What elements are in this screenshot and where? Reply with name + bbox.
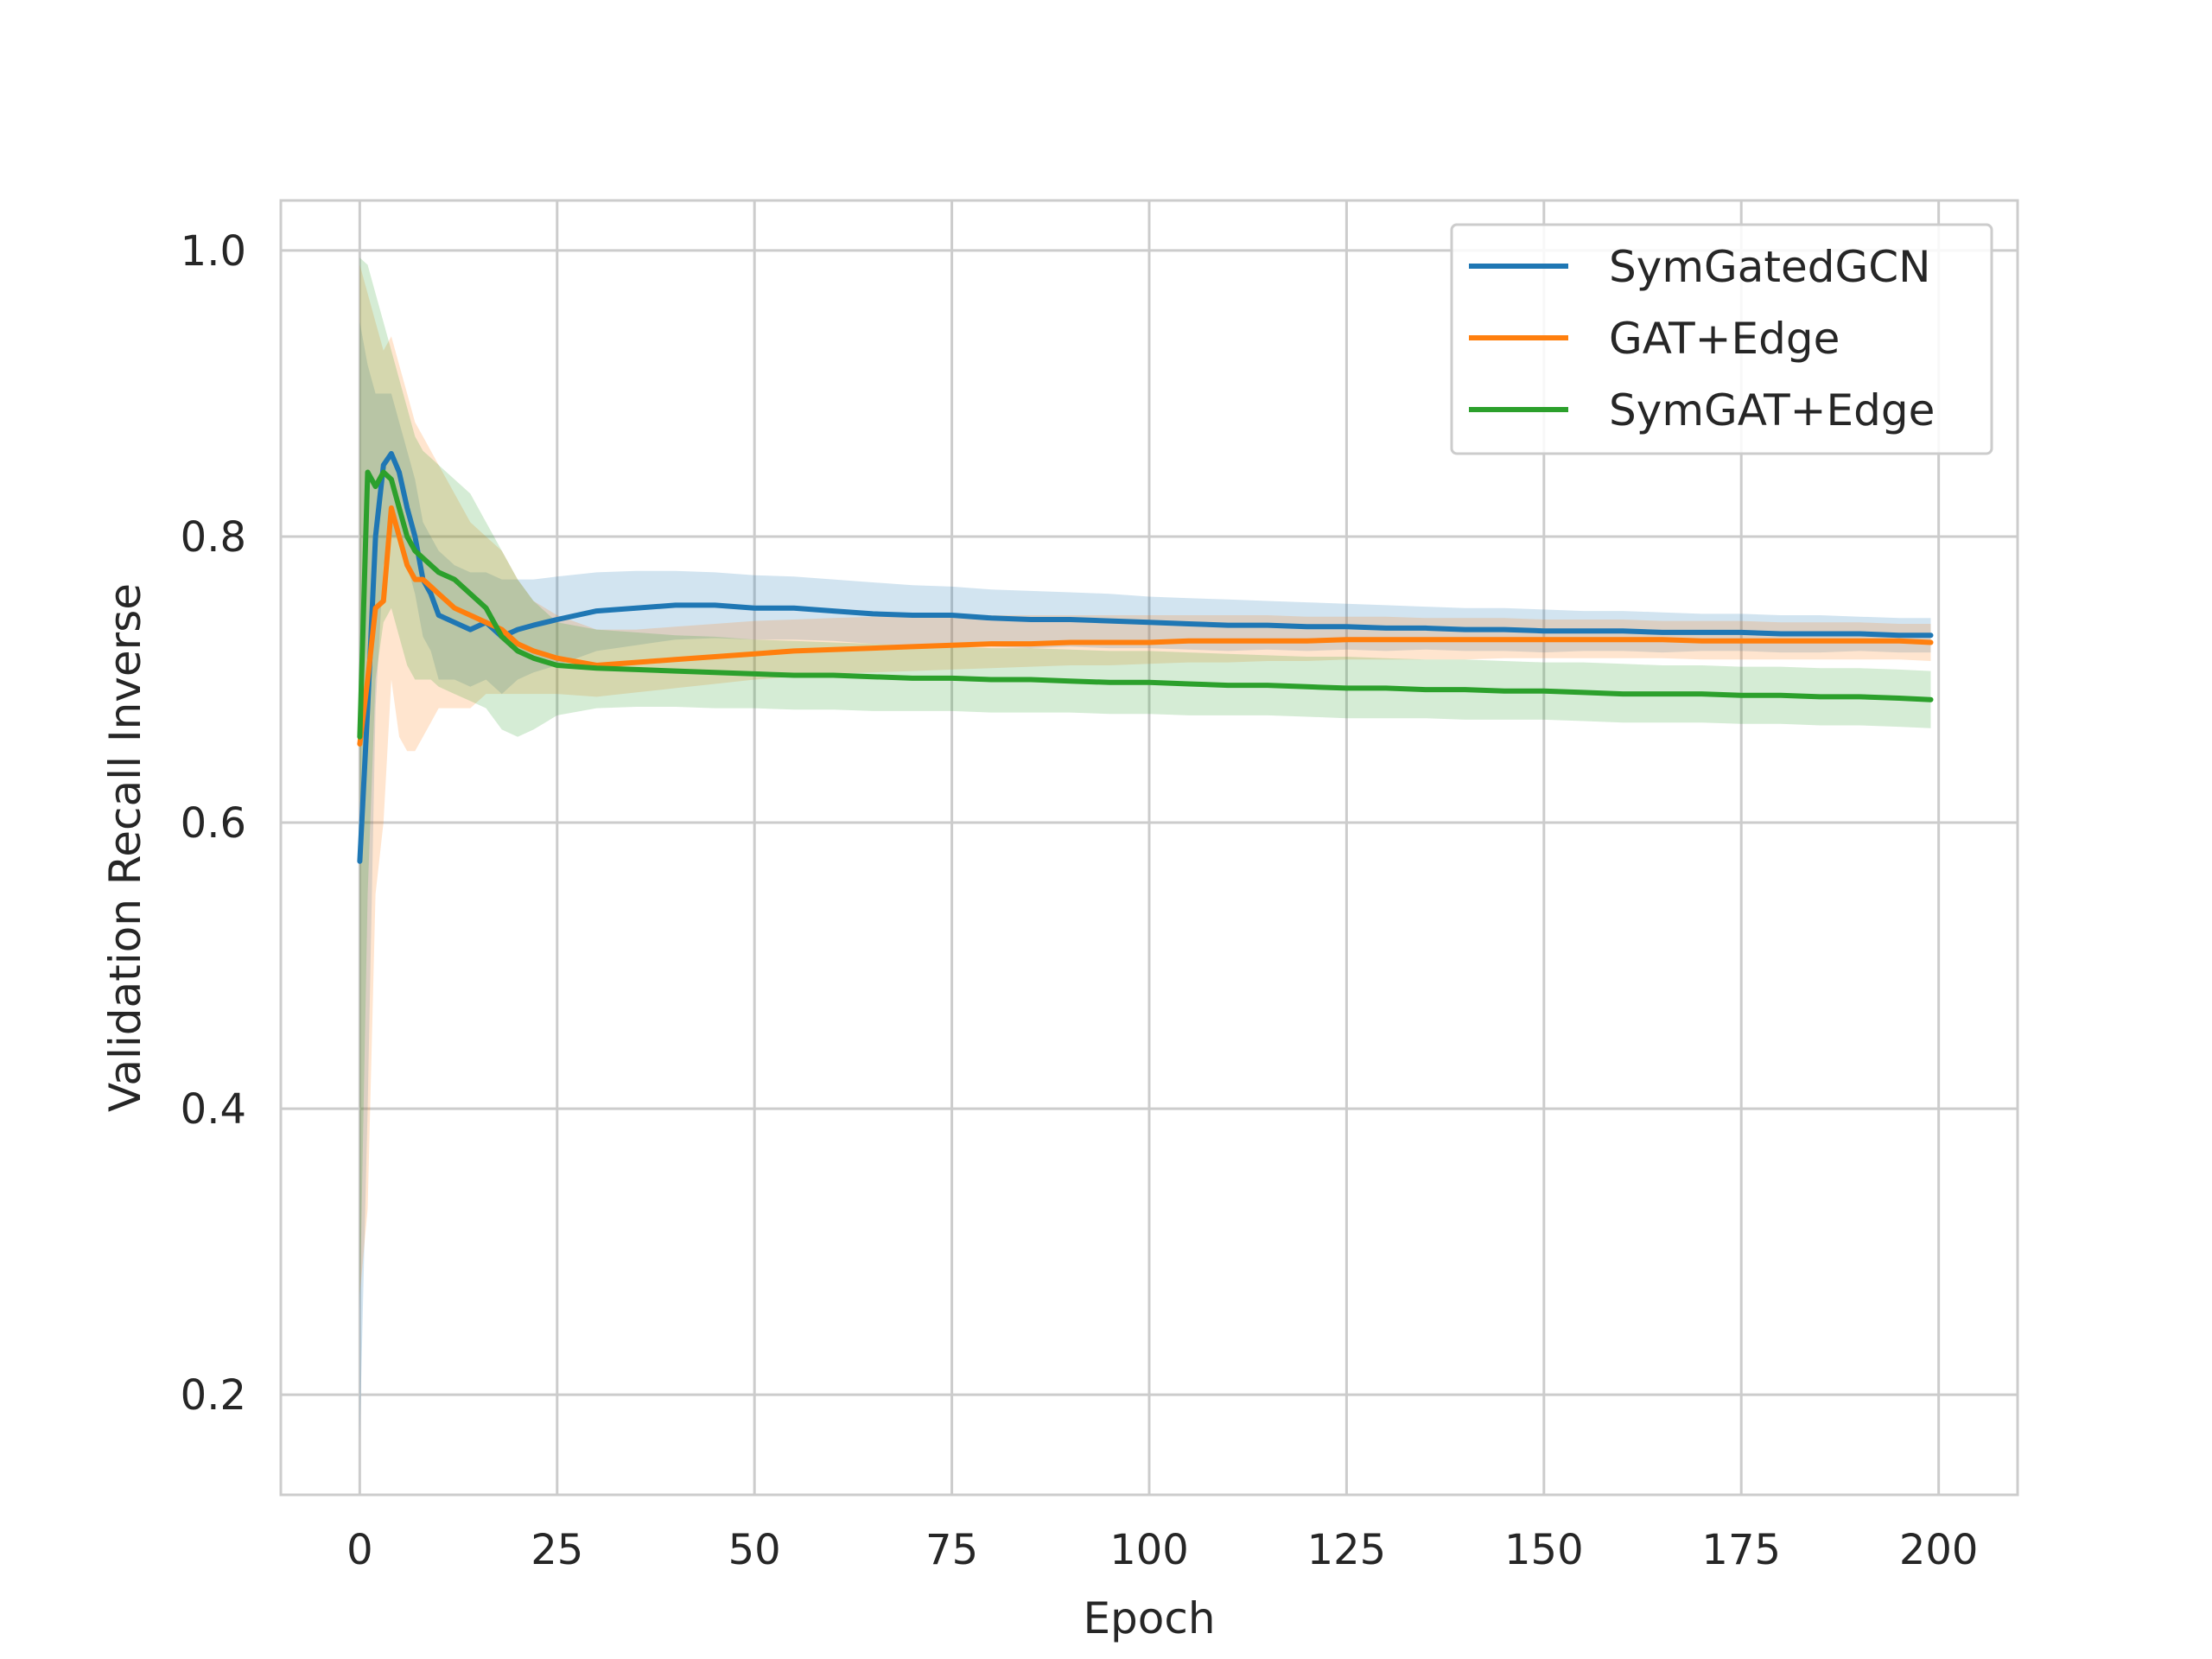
legend: SymGatedGCN GAT+Edge SymGAT+Edge bbox=[1450, 223, 1993, 455]
line-symgat-edge bbox=[357, 469, 1934, 740]
y-tick-label: 0.8 bbox=[181, 513, 246, 562]
y-tick-label: 1.0 bbox=[181, 227, 246, 276]
y-tick-label: 0.4 bbox=[181, 1085, 246, 1134]
x-tick-label: 0 bbox=[346, 1526, 373, 1574]
x-tick-label: 125 bbox=[1307, 1526, 1387, 1574]
legend-label-gat-edge: GAT+Edge bbox=[1609, 314, 1840, 364]
x-axis-ticks: 0 25 50 75 100 125 150 175 200 bbox=[346, 1526, 1978, 1574]
x-axis-title: Epoch bbox=[1083, 1593, 1215, 1643]
x-tick-label: 75 bbox=[925, 1526, 978, 1574]
y-tick-label: 0.2 bbox=[181, 1371, 246, 1420]
series-lines bbox=[357, 451, 1934, 864]
plot-area-frame bbox=[279, 199, 2019, 1497]
x-tick-label: 50 bbox=[728, 1526, 781, 1574]
legend-box bbox=[1450, 223, 1993, 455]
line-gat-edge bbox=[357, 505, 1934, 747]
x-tick-label: 150 bbox=[1504, 1526, 1584, 1574]
y-axis-title: Validation Recall Inverse bbox=[100, 583, 150, 1112]
x-tick-label: 200 bbox=[1899, 1526, 1979, 1574]
legend-label-symgat-edge: SymGAT+Edge bbox=[1609, 385, 1935, 435]
y-tick-label: 0.6 bbox=[181, 799, 246, 848]
legend-label-symgatedgcn: SymGatedGCN bbox=[1609, 242, 1931, 292]
band-symgatedgcn bbox=[359, 321, 1931, 1438]
y-axis-ticks: 0.2 0.4 0.6 0.8 1.0 bbox=[181, 227, 246, 1420]
x-tick-label: 175 bbox=[1701, 1526, 1781, 1574]
line-symgatedgcn bbox=[357, 451, 1934, 864]
x-tick-label: 25 bbox=[531, 1526, 583, 1574]
confidence-bands bbox=[359, 257, 1931, 1438]
x-tick-label: 100 bbox=[1109, 1526, 1189, 1574]
